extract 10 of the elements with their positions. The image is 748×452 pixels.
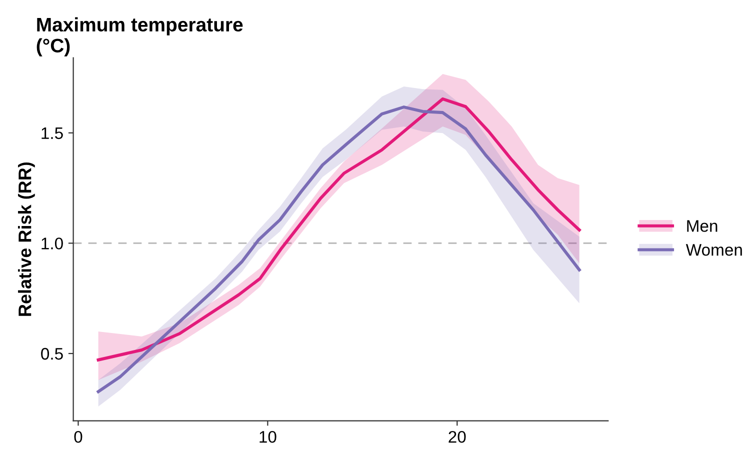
- x-tick-label: 10: [260, 430, 276, 443]
- y-tick-label: 1.5: [42, 127, 63, 140]
- legend-label: Men: [687, 220, 718, 232]
- y-tick-label: 0.5: [41, 348, 63, 360]
- x-tick-label: 20: [448, 430, 466, 443]
- x-tick-label: 0: [74, 430, 82, 443]
- chart-title: Maximum temperature (°C): [36, 17, 243, 56]
- legend-label: Women: [686, 244, 742, 256]
- y-axis-title: Relative Risk (RR): [18, 162, 35, 316]
- y-tick-label: 1.0: [42, 238, 63, 250]
